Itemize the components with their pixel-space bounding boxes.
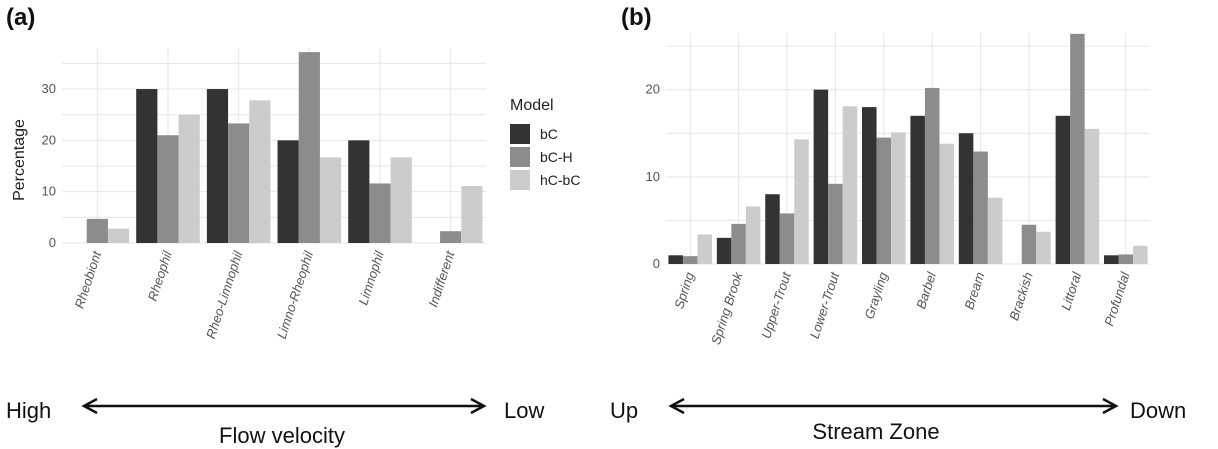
y-ticks-a: 0 10 20 30 bbox=[42, 81, 56, 250]
y-tick-label: 0 bbox=[49, 235, 56, 250]
y-ticks-b: 0 10 20 bbox=[646, 82, 660, 271]
bar-bc-h-limnophil bbox=[369, 183, 391, 243]
bar-bc-h-spring bbox=[682, 256, 698, 264]
bar-bc-h-rheophil bbox=[157, 135, 179, 243]
grid-a bbox=[62, 48, 486, 244]
bar-bc-spring-brook bbox=[716, 237, 732, 264]
bar-hc-bc-brackish bbox=[1036, 231, 1051, 264]
y-tick-label: 30 bbox=[42, 81, 56, 96]
bars-b bbox=[668, 33, 1148, 265]
bar-bc-barbel bbox=[910, 115, 925, 265]
bar-hc-bc-spring-brook bbox=[745, 206, 761, 264]
legend-label-bc-h: bC-H bbox=[540, 149, 573, 165]
x-labels-a: Rheobiont Rheophil Rheo-Limnophil Limno-Rhe… bbox=[72, 248, 458, 341]
stream-up-label: Up bbox=[610, 398, 638, 423]
y-tick-label: 0 bbox=[653, 256, 660, 271]
bar-bc-limnophil bbox=[348, 140, 370, 243]
panel-a-label: (a) bbox=[6, 4, 35, 31]
x-tick-label-profundal: Profundal bbox=[1101, 269, 1133, 328]
bar-hc-bc-rheophil bbox=[178, 114, 200, 243]
bar-bc-spring bbox=[668, 255, 683, 264]
bar-bc-bream bbox=[958, 133, 974, 264]
legend-title: Model bbox=[510, 97, 554, 114]
bar-hc-bc-grayling bbox=[891, 132, 906, 264]
bar-bc-h-indifferent bbox=[440, 231, 462, 243]
legend-swatch-bc-h bbox=[510, 147, 530, 167]
bar-bc-profundal bbox=[1104, 255, 1119, 264]
bar-bc-h-limno-rheophil bbox=[298, 52, 320, 244]
stream-zone-caption: Stream Zone bbox=[812, 419, 939, 444]
x-tick-label-rheo-limnophil: Rheo-Limnophil bbox=[203, 248, 246, 340]
bar-hc-bc-barbel bbox=[939, 143, 954, 264]
bar-hc-bc-lower-trout bbox=[842, 106, 858, 264]
legend-label-hc-bc: hC-bC bbox=[540, 172, 580, 188]
x-tick-label-lower-trout: Lower-Trout bbox=[807, 269, 843, 340]
y-tick-label: 10 bbox=[646, 169, 660, 184]
bar-bc-h-bream bbox=[973, 151, 988, 264]
bar-bc-h-profundal bbox=[1118, 254, 1134, 264]
x-tick-label-indifferent: Indifferent bbox=[425, 248, 458, 309]
bar-hc-bc-profundal bbox=[1133, 245, 1148, 264]
flow-low-label: Low bbox=[504, 398, 544, 423]
bar-hc-bc-limno-rheophil bbox=[319, 157, 342, 243]
legend-swatch-bc bbox=[510, 124, 530, 144]
flow-high-label: High bbox=[6, 398, 51, 423]
bar-bc-h-brackish bbox=[1021, 224, 1037, 264]
bar-bc-rheo-limnophil bbox=[206, 89, 229, 243]
y-tick-label: 20 bbox=[42, 132, 56, 147]
chart-a: 0 10 20 30 Rheobiont Rheophil Rheo-Limnophil L… bbox=[11, 48, 486, 341]
bar-hc-bc-spring bbox=[697, 234, 712, 264]
stream-arrow-left-head bbox=[668, 397, 685, 415]
x-tick-label-spring: Spring bbox=[671, 270, 697, 311]
y-axis-label-a: Percentage bbox=[11, 119, 28, 201]
bar-hc-bc-limnophil bbox=[390, 157, 412, 243]
flow-arrow-left-head bbox=[81, 397, 98, 415]
y-tick-label: 20 bbox=[646, 82, 660, 97]
bar-hc-bc-indifferent bbox=[461, 186, 483, 243]
bar-bc-h-upper-trout bbox=[779, 213, 795, 264]
bar-hc-bc-rheo-limnophil bbox=[249, 100, 271, 243]
x-tick-label-barbel: Barbel bbox=[913, 269, 939, 310]
bar-hc-bc-upper-trout bbox=[794, 139, 809, 264]
x-tick-label-rheophil: Rheophil bbox=[145, 248, 175, 302]
legend: Model bC bC-H hC-bC bbox=[510, 97, 580, 190]
x-tick-label-limnophil: Limnophil bbox=[355, 248, 387, 307]
flow-arrow-right-head bbox=[470, 397, 487, 415]
bar-bc-h-rheo-limnophil bbox=[228, 123, 250, 243]
bar-bc-lower-trout bbox=[813, 89, 829, 265]
bar-bc-h-spring-brook bbox=[731, 223, 746, 264]
bar-bc-grayling bbox=[862, 107, 877, 265]
bar-bc-h-littoral bbox=[1070, 33, 1085, 264]
bar-bc-rheophil bbox=[136, 89, 158, 243]
x-tick-label-brackish: Brackish bbox=[1006, 270, 1036, 322]
flow-velocity-caption: Flow velocity bbox=[219, 423, 345, 448]
y-tick-label: 10 bbox=[42, 184, 56, 199]
x-labels-b: Spring Spring Brook Upper-Trout Lower-Trout… bbox=[671, 269, 1133, 347]
bar-bc-h-barbel bbox=[924, 87, 940, 264]
bars-a bbox=[86, 52, 483, 244]
legend-swatch-hc-bc bbox=[510, 170, 530, 190]
x-tick-label-spring-brook: Spring Brook bbox=[708, 269, 746, 347]
x-tick-label-upper-trout: Upper-Trout bbox=[758, 269, 794, 340]
bar-hc-bc-littoral bbox=[1084, 128, 1100, 264]
bar-bc-upper-trout bbox=[765, 194, 780, 264]
x-tick-label-littoral: Littoral bbox=[1058, 269, 1085, 312]
x-tick-label-bream: Bream bbox=[961, 270, 987, 311]
legend-label-bc: bC bbox=[540, 126, 558, 142]
bar-hc-bc-rheobiont bbox=[107, 228, 130, 243]
panel-b-label: (b) bbox=[621, 4, 652, 31]
bar-bc-h-rheobiont bbox=[86, 218, 108, 243]
chart-b: 0 10 20 Spring Spring Brook Upper-Trout Lower… bbox=[646, 33, 1150, 346]
x-tick-label-rheobiont: Rheobiont bbox=[72, 248, 105, 310]
stream-arrow-right-head bbox=[1102, 397, 1119, 415]
x-tick-label-limno-rheophil: Limno-Rheophil bbox=[274, 248, 317, 340]
bar-bc-littoral bbox=[1055, 115, 1071, 265]
bar-bc-h-lower-trout bbox=[828, 183, 843, 264]
bar-hc-bc-bream bbox=[987, 197, 1003, 264]
bar-bc-limno-rheophil bbox=[277, 140, 299, 243]
stream-down-label: Down bbox=[1130, 398, 1186, 423]
x-tick-label-grayling: Grayling bbox=[861, 270, 890, 321]
bar-bc-h-grayling bbox=[876, 137, 892, 264]
